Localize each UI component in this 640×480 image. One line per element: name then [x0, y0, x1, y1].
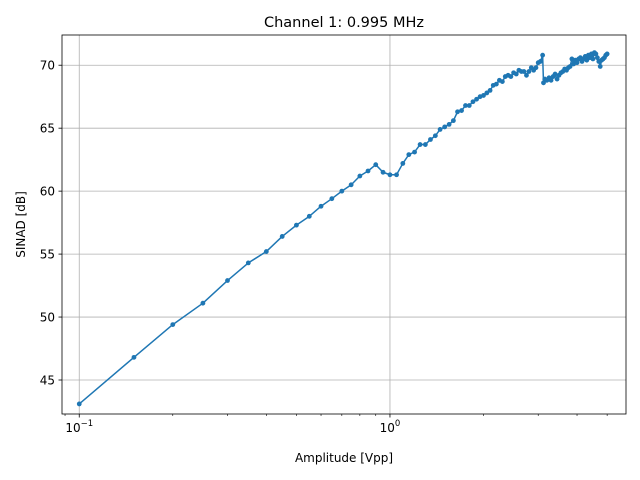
data-point	[446, 121, 452, 127]
data-point	[524, 72, 529, 78]
y-tick-label: 65	[40, 121, 55, 135]
data-point	[450, 118, 456, 124]
data-point	[245, 260, 251, 266]
data-point	[540, 52, 546, 58]
data-point	[279, 234, 285, 239]
data-point	[508, 74, 514, 79]
data-point	[225, 278, 230, 283]
ticks: 10−1 100 45 50 55 60 65 70	[40, 59, 608, 435]
data-point	[593, 51, 599, 57]
data-point	[541, 80, 546, 86]
data-point	[432, 133, 438, 139]
x-tick-label: 100	[380, 419, 401, 435]
data-point	[306, 213, 312, 219]
data-point	[493, 81, 499, 87]
data-point	[329, 196, 335, 202]
data-point	[437, 127, 443, 132]
y-tick-label: 55	[40, 247, 55, 261]
data-point	[548, 77, 554, 83]
data-point	[131, 354, 137, 360]
data-point	[318, 203, 324, 209]
data-point	[521, 69, 527, 74]
data-point	[380, 169, 386, 175]
y-tick-label: 50	[40, 310, 55, 324]
data-point	[590, 56, 596, 62]
data-point	[574, 60, 580, 66]
data-point	[466, 103, 472, 108]
data-point	[263, 249, 269, 254]
data-point	[348, 182, 354, 188]
series-line	[78, 51, 608, 405]
data-point	[513, 71, 519, 77]
grid	[62, 35, 626, 414]
y-tick-label: 70	[40, 59, 55, 73]
data-point	[422, 142, 428, 147]
data-point	[554, 76, 560, 82]
data-point	[459, 108, 464, 113]
y-tick-label: 60	[40, 184, 55, 198]
data-point	[373, 162, 379, 168]
data-point	[481, 93, 486, 98]
data-point	[442, 124, 448, 130]
data-point	[552, 71, 558, 77]
x-axis-label: Amplitude [Vpp]	[295, 451, 393, 465]
plot-frame	[61, 34, 627, 415]
data-point	[604, 51, 610, 57]
data-point	[594, 55, 600, 61]
series-layer	[76, 50, 610, 407]
data-point	[526, 69, 532, 74]
data-point	[406, 152, 412, 158]
data-point	[357, 173, 363, 179]
data-point	[400, 161, 406, 166]
data-point	[394, 172, 399, 178]
x-tick-label: 10−1	[65, 419, 93, 435]
data-point	[470, 99, 476, 105]
data-point	[567, 64, 573, 69]
data-point	[487, 88, 493, 93]
data-point	[474, 96, 479, 102]
data-point	[428, 137, 433, 142]
data-point	[417, 142, 423, 147]
data-point	[463, 103, 468, 108]
data-point	[294, 222, 299, 228]
data-point	[538, 59, 543, 64]
data-point	[365, 168, 371, 174]
y-tick-label: 45	[40, 373, 55, 387]
y-axis-label: SINAD [dB]	[14, 191, 28, 258]
data-point	[484, 90, 490, 96]
data-point	[412, 149, 417, 155]
data-point	[387, 172, 393, 178]
data-point	[170, 322, 176, 328]
chart-title: Channel 1: 0.995 MHz	[264, 15, 424, 31]
data-point	[533, 65, 539, 71]
data-point	[339, 188, 345, 194]
data-point	[455, 109, 460, 115]
data-point	[76, 401, 82, 407]
data-point	[499, 79, 505, 84]
data-point	[200, 300, 206, 306]
data-point	[597, 64, 603, 69]
